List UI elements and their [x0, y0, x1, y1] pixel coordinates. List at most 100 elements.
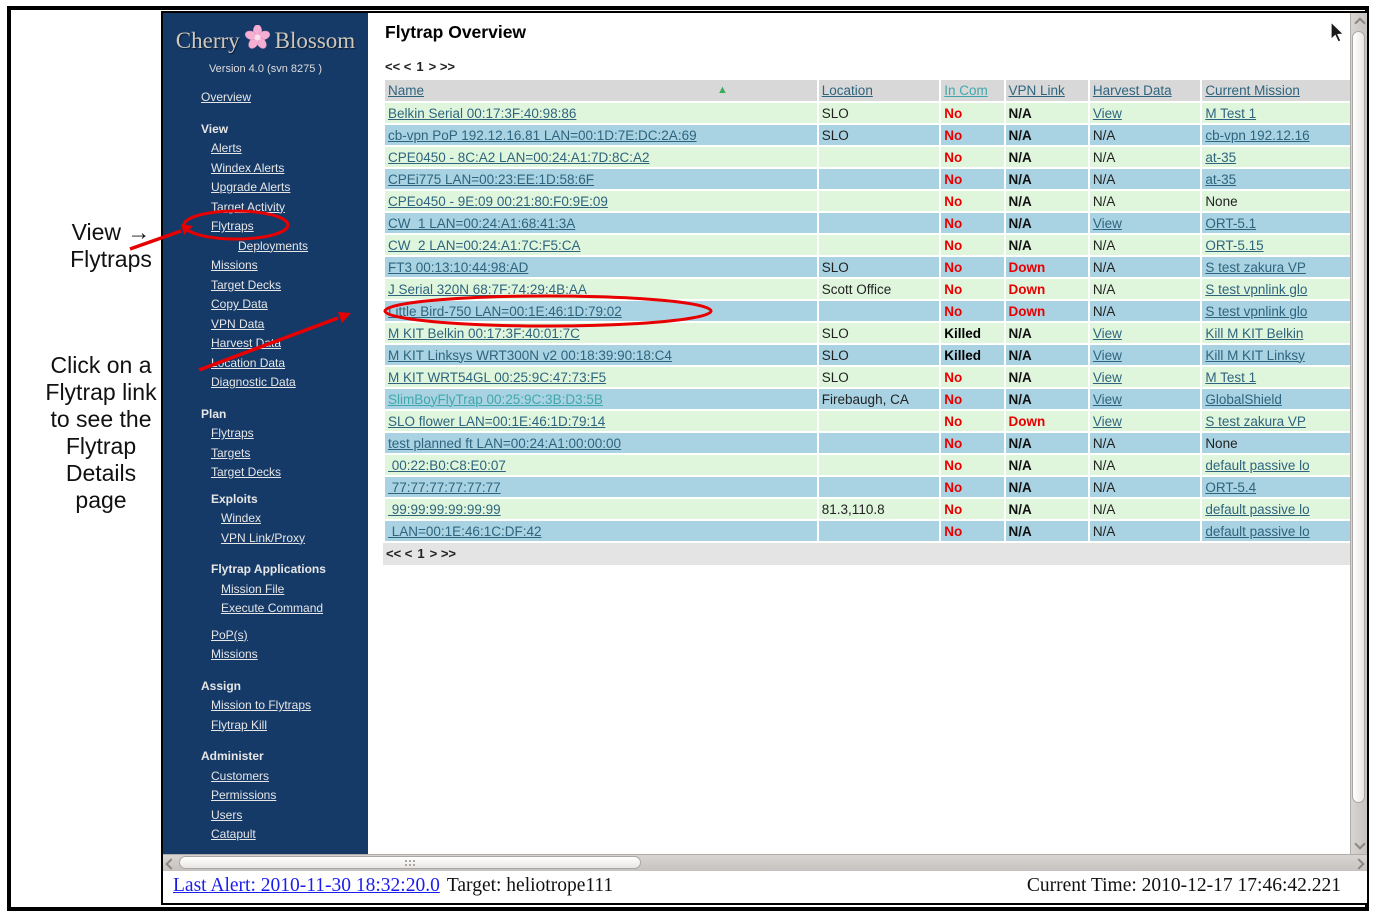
current-mission-link[interactable]: default passive lo	[1205, 523, 1310, 539]
horizontal-scrollbar-thumb[interactable]	[179, 856, 641, 869]
sidebar-item-targets[interactable]: Targets	[211, 445, 251, 460]
vertical-scrollbar-thumb[interactable]	[1352, 31, 1365, 803]
flytrap-name-link[interactable]: Belkin Serial 00:17:3F:40:98:86	[388, 105, 577, 121]
current-mission-link[interactable]: Kill M KIT Linksy	[1205, 347, 1305, 363]
mission-cell: None	[1202, 191, 1350, 211]
sidebar-item-users[interactable]: Users	[211, 807, 243, 822]
mission-cell: at-35	[1202, 169, 1350, 189]
harvest-view-link[interactable]: View	[1092, 391, 1122, 407]
pager-prev[interactable]: << <	[385, 59, 412, 74]
sidebar-item-missions[interactable]: Missions	[211, 647, 258, 661]
sidebar-item-flytraps[interactable]: Flytraps	[211, 426, 254, 440]
flytrap-name-link[interactable]: J Serial 320N 68:7F:74:29:4B:AA	[388, 281, 587, 297]
sidebar-item-vpn-link-proxy[interactable]: VPN Link/Proxy	[221, 530, 306, 545]
current-mission-link[interactable]: S test vpnlink glo	[1205, 281, 1308, 297]
sidebar-item-vpn-data[interactable]: VPN Data	[211, 316, 265, 331]
flytrap-name-link[interactable]: CPEo450 - 9E:09 00:21:80:F0:9E:09	[388, 193, 608, 209]
current-mission-link[interactable]: M Test 1	[1205, 105, 1257, 121]
scroll-left-icon[interactable]	[165, 858, 177, 870]
scroll-up-icon[interactable]	[1354, 17, 1366, 29]
flytrap-name-link[interactable]: M KIT Linksys WRT300N v2 00:18:39:90:18:…	[388, 347, 672, 363]
flytrap-name-link[interactable]: test planned ft LAN=00:24:A1:00:00:00	[388, 435, 622, 451]
current-mission-link[interactable]: Kill M KIT Belkin	[1205, 325, 1304, 341]
current-mission-link[interactable]: GlobalShield	[1205, 391, 1282, 407]
sidebar-item-permissions[interactable]: Permissions	[211, 788, 277, 802]
flytrap-name-link[interactable]: 99:99:99:99:99:99	[388, 501, 501, 517]
sidebar-item-customers[interactable]: Customers	[211, 768, 270, 783]
flytrap-name-link[interactable]: CW 1 LAN=00:24:A1:68:41:3A	[388, 215, 576, 231]
flytrap-name-link[interactable]: cb-vpn PoP 192.12.16.81 LAN=00:1D:7E:DC:…	[388, 127, 697, 143]
current-mission-link[interactable]: at-35	[1205, 149, 1237, 165]
harvest-view-link[interactable]: View	[1092, 105, 1122, 121]
current-mission-link[interactable]: M Test 1	[1205, 369, 1257, 385]
current-mission-link[interactable]: default passive lo	[1205, 501, 1310, 517]
in-com-cell: No	[941, 455, 1004, 475]
current-mission-link[interactable]: at-35	[1205, 171, 1237, 187]
flytrap-name-link[interactable]: CPE0450 - 8C:A2 LAN=00:24:A1:7D:8C:A2	[388, 149, 650, 165]
pager-prev[interactable]: << <	[386, 546, 413, 561]
sidebar-item-harvest-data[interactable]: Harvest Data	[211, 336, 282, 350]
page-title: Flytrap Overview	[385, 22, 527, 42]
current-mission-link[interactable]: S test vpnlink glo	[1205, 303, 1308, 319]
column-header-location[interactable]: Location	[818, 80, 940, 101]
sidebar-item-execute-command[interactable]: Execute Command	[221, 601, 324, 615]
current-mission-link[interactable]: ORT-5.15	[1205, 237, 1264, 253]
sidebar-item-target-decks[interactable]: Target Decks	[211, 465, 282, 479]
column-header-current-mission[interactable]: Current Mission	[1202, 80, 1350, 101]
flytrap-name-link[interactable]: CW 2 LAN=00:24:A1:7C:F5:CA	[388, 237, 581, 253]
sidebar-item-upgrade-alerts[interactable]: Upgrade Alerts	[211, 180, 291, 194]
current-mission-link[interactable]: S test zakura VP	[1205, 259, 1306, 275]
sidebar-item-target-decks[interactable]: Target Decks	[211, 277, 282, 292]
current-mission-link[interactable]: S test zakura VP	[1205, 413, 1306, 429]
sidebar-item-location-data[interactable]: Location Data	[211, 355, 286, 370]
scroll-right-icon[interactable]	[1353, 858, 1365, 870]
sidebar-item-deployments[interactable]: Deployments	[238, 238, 309, 253]
harvest-view-link[interactable]: View	[1092, 347, 1122, 363]
sidebar-item-windex-alerts[interactable]: Windex Alerts	[211, 160, 285, 175]
sidebar-item-missions[interactable]: Missions	[211, 258, 258, 272]
flytrap-name-link[interactable]: Little Bird-750 LAN=00:1E:46:1D:79:02	[388, 303, 622, 319]
scroll-down-icon[interactable]	[1354, 838, 1366, 850]
harvest-view-link[interactable]: View	[1092, 215, 1122, 231]
pager-current-page[interactable]: 1	[416, 59, 424, 74]
flytrap-name-link[interactable]: FT3 00:13:10:44:98:AD	[388, 259, 529, 275]
sidebar-item-pop-s[interactable]: PoP(s)	[211, 627, 248, 642]
sidebar-item-mission-file[interactable]: Mission File	[221, 581, 285, 596]
current-mission-link[interactable]: default passive lo	[1205, 457, 1310, 473]
column-header-in-com[interactable]: In Com	[941, 80, 1004, 101]
harvest-view-link[interactable]: View	[1092, 413, 1122, 429]
flytrap-name-link[interactable]: CPEi775 LAN=00:23:EE:1D:58:6F	[388, 171, 595, 187]
harvest-view-link[interactable]: View	[1092, 369, 1122, 385]
sidebar-item-overview[interactable]: Overview	[201, 90, 252, 104]
flytrap-name-link[interactable]: M KIT Belkin 00:17:3F:40:01:7C	[388, 325, 580, 341]
last-alert-link[interactable]: Last Alert: 2010-11-30 18:32:20.0	[173, 875, 440, 896]
current-mission-link[interactable]: cb-vpn 192.12.16	[1205, 127, 1310, 143]
flytrap-name-link[interactable]: SLO flower LAN=00:1E:46:1D:79:14	[388, 413, 606, 429]
sidebar-item-target-activity[interactable]: Target Activity	[211, 199, 286, 214]
column-header-name[interactable]: Name ▲	[385, 80, 817, 101]
pager-next[interactable]: > >>	[428, 59, 456, 74]
sidebar-item-alerts[interactable]: Alerts	[211, 141, 242, 155]
location-cell: SLO	[818, 345, 940, 365]
vertical-scrollbar[interactable]	[1350, 13, 1367, 854]
horizontal-scrollbar[interactable]	[163, 854, 1367, 871]
flytrap-name-link[interactable]: 77:77:77:77:77:77	[388, 479, 501, 495]
sidebar-item-copy-data[interactable]: Copy Data	[211, 297, 268, 311]
harvest-view-link[interactable]: View	[1092, 325, 1122, 341]
sidebar-item-windex[interactable]: Windex	[221, 511, 262, 525]
column-header-harvest-data[interactable]: Harvest Data	[1089, 80, 1201, 101]
sidebar-item-flytrap-kill[interactable]: Flytrap Kill	[211, 717, 268, 732]
sidebar-item-flytraps[interactable]: Flytraps	[211, 219, 254, 233]
column-header-vpn-link[interactable]: VPN Link	[1005, 80, 1088, 101]
flytrap-name-link[interactable]: LAN=00:1E:46:1C:DF:42	[388, 523, 542, 539]
sidebar-item-catapult[interactable]: Catapult	[211, 827, 256, 841]
flytrap-name-link[interactable]: M KIT WRT54GL 00:25:9C:47:73:F5	[388, 369, 607, 385]
pager-current-page[interactable]: 1	[417, 546, 425, 561]
current-mission-link[interactable]: ORT-5.1	[1205, 215, 1257, 231]
pager-next[interactable]: > >>	[429, 546, 457, 561]
sidebar-item-mission-to-flytraps[interactable]: Mission to Flytraps	[211, 698, 312, 712]
flytrap-name-link[interactable]: SlimBoyFlyTrap 00:25:9C:3B:D3:5B	[388, 391, 603, 407]
current-mission-link[interactable]: ORT-5.4	[1205, 479, 1257, 495]
flytrap-name-link[interactable]: 00:22:B0:C8:E0:07	[388, 457, 506, 473]
sidebar-item-diagnostic-data[interactable]: Diagnostic Data	[211, 375, 296, 389]
